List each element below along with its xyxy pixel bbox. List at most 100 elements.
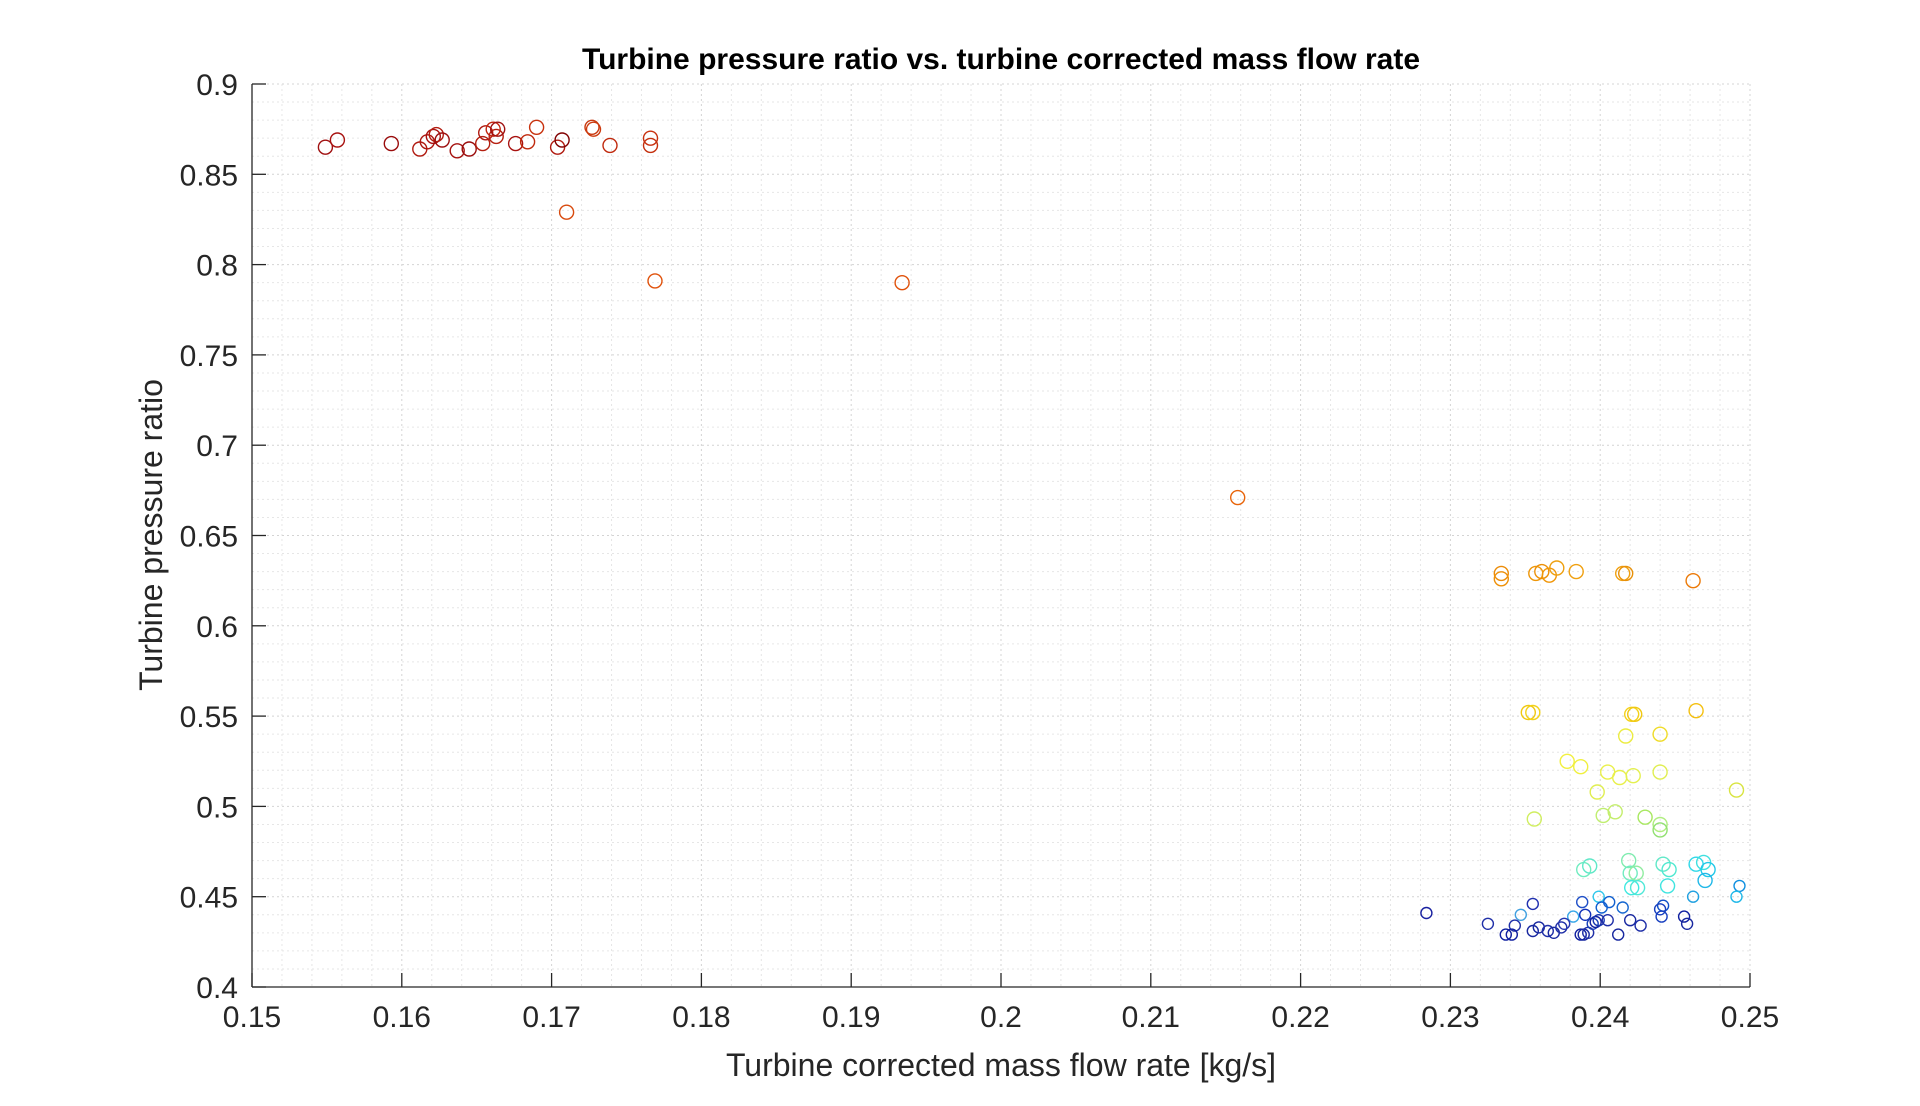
scatter-point — [528, 119, 545, 136]
y-tick-label: 0.9 — [196, 69, 238, 102]
scatter-point — [1652, 726, 1668, 742]
scatter-point — [558, 204, 575, 220]
scatter-point — [449, 143, 465, 159]
scatter-point — [425, 128, 441, 145]
x-axis-label: Turbine corrected mass flow rate [kg/s] — [726, 1047, 1276, 1083]
axes — [251, 83, 1751, 988]
scatter-point — [329, 132, 346, 148]
major-grid — [251, 83, 1751, 988]
scatter-point — [1229, 489, 1246, 506]
y-tick-label: 0.4 — [196, 972, 238, 1005]
scatter-point — [1688, 703, 1704, 719]
scatter-point — [1697, 872, 1713, 889]
scatter-point — [1534, 563, 1550, 580]
scatter-point — [478, 125, 494, 141]
x-tick-label: 0.16 — [373, 1001, 431, 1034]
scatter-point — [1526, 897, 1540, 911]
x-tick-label: 0.2 — [980, 1001, 1022, 1034]
minor-grid — [252, 84, 1750, 987]
scatter-point — [1559, 753, 1575, 769]
scatter-point — [1589, 784, 1605, 800]
scatter-point — [1655, 910, 1668, 923]
scatter-point — [485, 121, 501, 137]
scatter-point — [434, 132, 450, 148]
scatter-point — [1653, 903, 1667, 916]
y-tick-label: 0.55 — [180, 701, 238, 734]
scatter-point — [554, 132, 570, 148]
y-tick-label: 0.75 — [180, 340, 238, 373]
scatter-point — [1700, 861, 1716, 878]
scatter-point — [1595, 901, 1608, 914]
scatter-point — [1586, 917, 1599, 930]
y-tick-label: 0.5 — [196, 791, 238, 824]
scatter-point — [1499, 928, 1513, 941]
scatter-point — [584, 119, 600, 136]
scatter-point — [519, 134, 536, 150]
scatter-point — [1637, 809, 1653, 825]
scatter-point — [1566, 910, 1580, 923]
scatter-point — [1541, 924, 1555, 938]
scatter-point — [1493, 571, 1510, 587]
x-tick-label: 0.19 — [822, 1001, 880, 1034]
scatter-point — [1686, 890, 1700, 903]
scatter-point — [1505, 928, 1519, 941]
scatter-point — [1685, 573, 1701, 589]
scatter-point — [1574, 928, 1587, 941]
scatter-point — [1581, 858, 1598, 874]
scatter-point — [894, 275, 910, 291]
y-tick-labels: 0.4 0.45 0.5 0.55 0.6 0.65 0.7 0.75 0.8 0.85 0.9 — [180, 69, 238, 1005]
scatter-point — [1655, 856, 1671, 872]
scatter-point — [1616, 901, 1629, 914]
x-tick-label: 0.18 — [672, 1001, 730, 1034]
x-tick-label: 0.24 — [1571, 1001, 1629, 1034]
scatter-point — [1625, 768, 1641, 784]
data-points — [317, 119, 1746, 941]
scatter-point — [1520, 704, 1537, 721]
scatter-point — [1607, 804, 1623, 820]
y-tick-label: 0.85 — [180, 159, 238, 192]
scatter-point — [1620, 852, 1637, 869]
scatter-point — [383, 135, 399, 152]
scatter-point — [1623, 880, 1640, 896]
x-tick-label: 0.23 — [1421, 1001, 1479, 1034]
y-tick-label: 0.8 — [196, 250, 238, 283]
x-tick-label: 0.25 — [1721, 1001, 1779, 1034]
scatter-point — [1677, 910, 1691, 923]
scatter-point — [507, 135, 524, 152]
scatter-point — [1508, 919, 1522, 932]
scatter-point — [1555, 921, 1568, 934]
scatter-point — [1557, 917, 1571, 930]
scatter-point — [642, 137, 659, 154]
scatter-point — [602, 137, 618, 154]
scatter-point — [317, 139, 334, 155]
scatter-point — [1549, 560, 1565, 576]
scatter-point — [1617, 565, 1634, 582]
x-tick-label: 0.15 — [223, 1001, 281, 1034]
scatter-point — [1730, 890, 1743, 903]
scatter-point — [1525, 704, 1541, 721]
scatter-point — [475, 135, 491, 152]
scatter-point — [1595, 807, 1611, 824]
y-axis-label: Turbine pressure ratio — [133, 379, 169, 691]
scatter-point — [1568, 563, 1584, 580]
scatter-point — [1680, 917, 1694, 930]
scatter-point — [585, 121, 602, 137]
scatter-point — [428, 126, 444, 143]
scatter-point — [1601, 914, 1614, 927]
scatter-point — [1575, 895, 1589, 909]
scatter-point — [461, 141, 477, 157]
scatter-point — [1526, 924, 1540, 938]
scatter-point — [1572, 759, 1589, 775]
scatter-point — [1652, 822, 1668, 838]
scatter-point — [488, 128, 504, 145]
scatter-point — [1420, 906, 1433, 920]
scatter-point — [1589, 915, 1602, 929]
chart-title: Turbine pressure ratio vs. turbine corre… — [582, 43, 1420, 76]
scatter-point — [1611, 928, 1625, 941]
scatter-point — [647, 273, 663, 289]
scatter-point — [1652, 764, 1668, 780]
scatter-point — [1634, 919, 1647, 932]
x-tick-label: 0.22 — [1271, 1001, 1329, 1034]
scatter-point — [1661, 861, 1677, 878]
